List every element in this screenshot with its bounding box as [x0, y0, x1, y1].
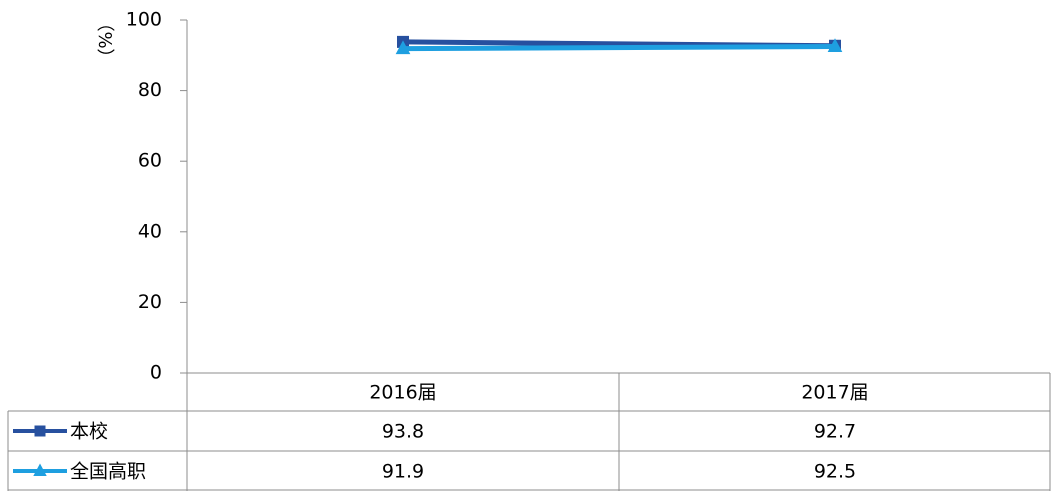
y-tick-label: 40 — [138, 220, 162, 242]
legend-label: 本校 — [70, 421, 108, 443]
y-tick-label: 100 — [126, 9, 162, 31]
y-tick-label: 0 — [150, 362, 162, 384]
table-value: 92.7 — [814, 421, 856, 443]
legend-marker — [33, 463, 47, 477]
x-tick-label: 2016届 — [369, 382, 436, 404]
y-tick-label: 20 — [138, 291, 162, 313]
y-tick-label: 80 — [138, 79, 162, 101]
series-line — [402, 43, 836, 52]
y-tick-label: 60 — [138, 150, 162, 172]
x-tick-label: 2017届 — [801, 382, 868, 404]
data-point — [395, 40, 411, 55]
legend-marker — [34, 425, 46, 437]
table-value: 93.8 — [382, 421, 424, 443]
data-point — [827, 38, 843, 52]
table-value: 91.9 — [382, 461, 424, 483]
table-value: 92.5 — [814, 461, 856, 483]
y-axis-label: （%） — [94, 13, 115, 66]
legend-label: 全国高职 — [70, 461, 146, 483]
